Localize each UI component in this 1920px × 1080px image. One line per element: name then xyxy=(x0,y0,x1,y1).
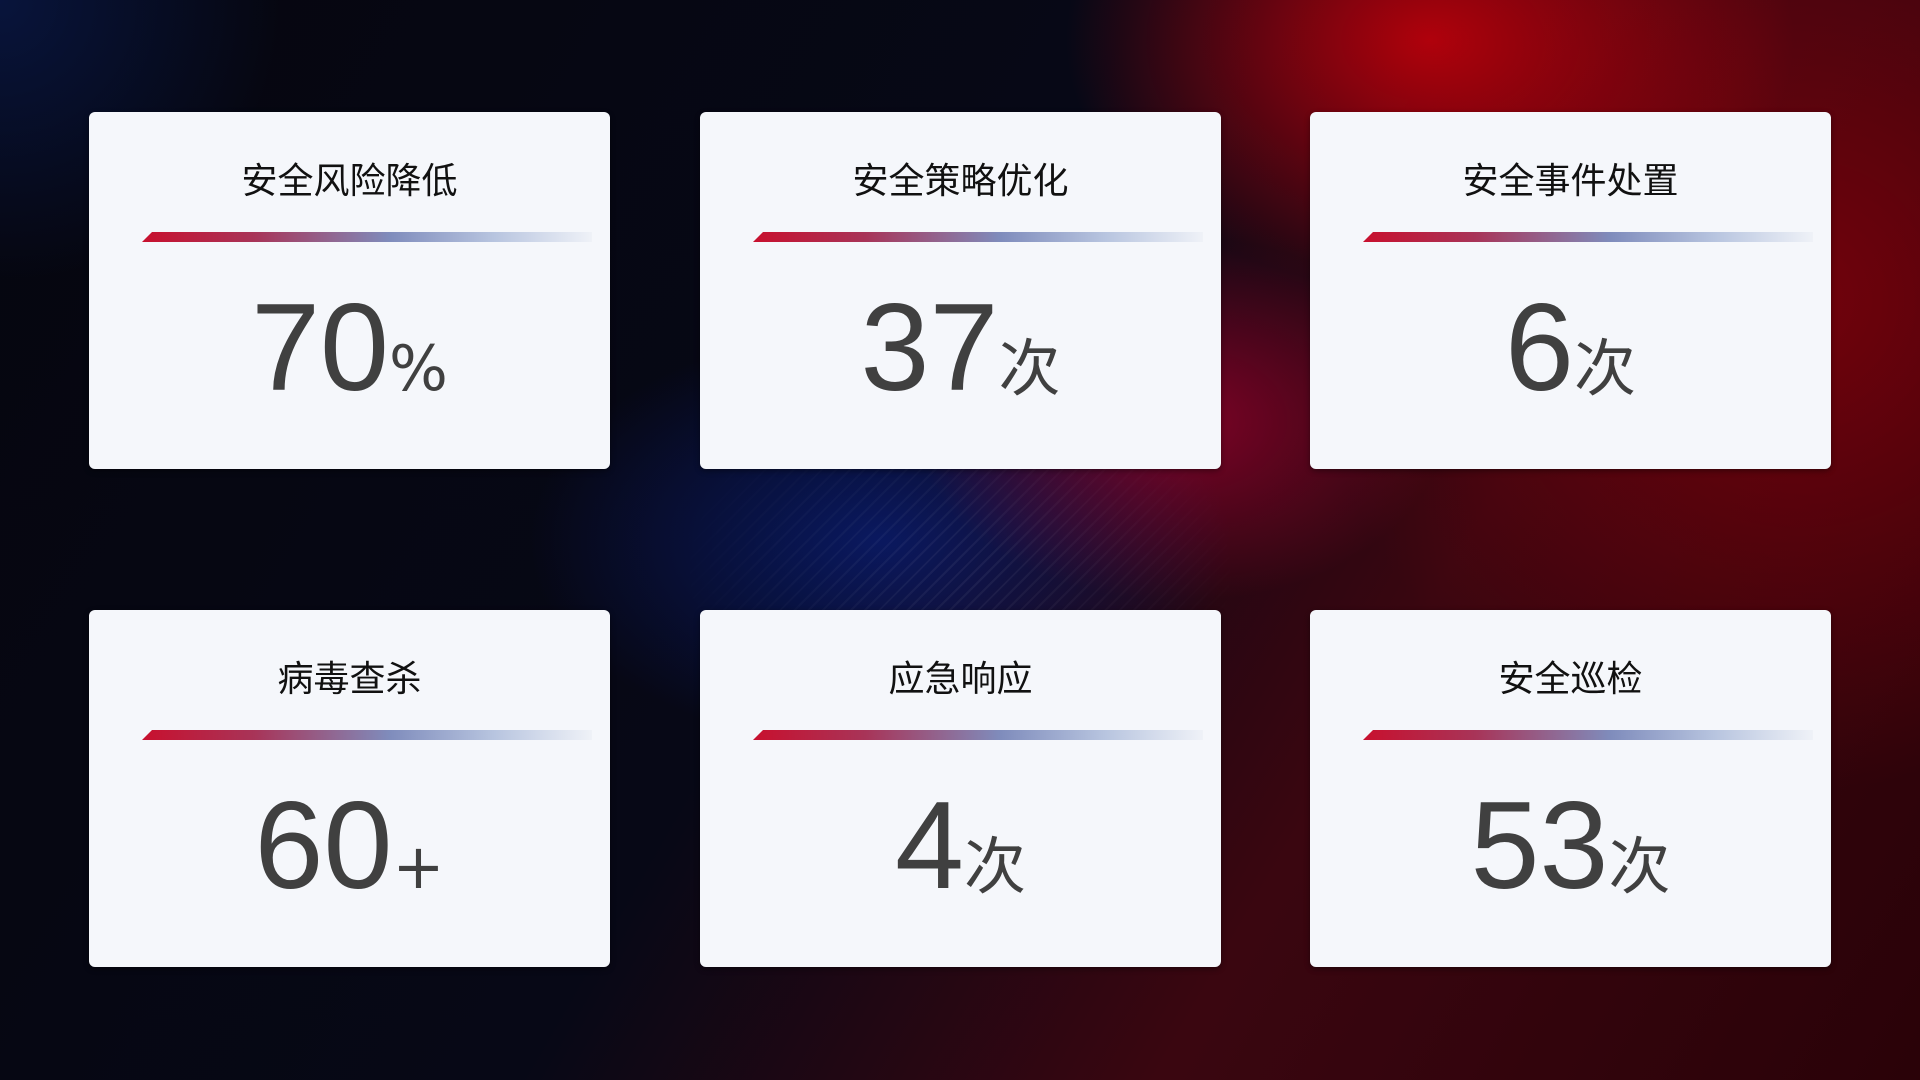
card-title: 病毒查杀 xyxy=(277,659,422,700)
value-number: 6 xyxy=(1505,279,1574,417)
gradient-divider xyxy=(142,730,592,740)
card-value: 4次 xyxy=(700,775,1221,917)
value-unit: 次 xyxy=(1608,830,1671,903)
gradient-divider xyxy=(1363,232,1813,242)
stat-card-security-patrol: 安全巡检 53次 xyxy=(1310,610,1831,967)
value-unit: + xyxy=(392,830,445,903)
gradient-divider xyxy=(753,232,1203,242)
value-number: 4 xyxy=(895,777,964,915)
value-unit: 次 xyxy=(998,332,1061,405)
value-unit: 次 xyxy=(1573,332,1636,405)
stat-card-emergency-response: 应急响应 4次 xyxy=(700,610,1221,967)
stat-card-policy-optimization: 安全策略优化 37次 xyxy=(700,112,1221,469)
card-value: 70% xyxy=(89,277,610,419)
value-number: 60 xyxy=(254,777,393,915)
value-number: 37 xyxy=(860,279,999,417)
card-title: 应急响应 xyxy=(888,659,1033,700)
card-value: 60+ xyxy=(89,775,610,917)
stat-card-risk-reduction: 安全风险降低 70% xyxy=(89,112,610,469)
value-unit: 次 xyxy=(963,830,1026,903)
card-value: 53次 xyxy=(1310,775,1831,917)
gradient-divider xyxy=(142,232,592,242)
card-title: 安全事件处置 xyxy=(1462,161,1679,202)
gradient-divider xyxy=(753,730,1203,740)
card-title: 安全巡检 xyxy=(1498,659,1643,700)
card-title: 安全策略优化 xyxy=(852,161,1069,202)
card-title: 安全风险降低 xyxy=(241,161,458,202)
value-number: 53 xyxy=(1470,777,1609,915)
value-unit: % xyxy=(389,332,448,405)
card-value: 37次 xyxy=(700,277,1221,419)
gradient-divider xyxy=(1363,730,1813,740)
value-number: 70 xyxy=(251,279,389,417)
stat-card-virus-removal: 病毒查杀 60+ xyxy=(89,610,610,967)
card-value: 6次 xyxy=(1310,277,1831,419)
stat-card-incident-handling: 安全事件处置 6次 xyxy=(1310,112,1831,469)
